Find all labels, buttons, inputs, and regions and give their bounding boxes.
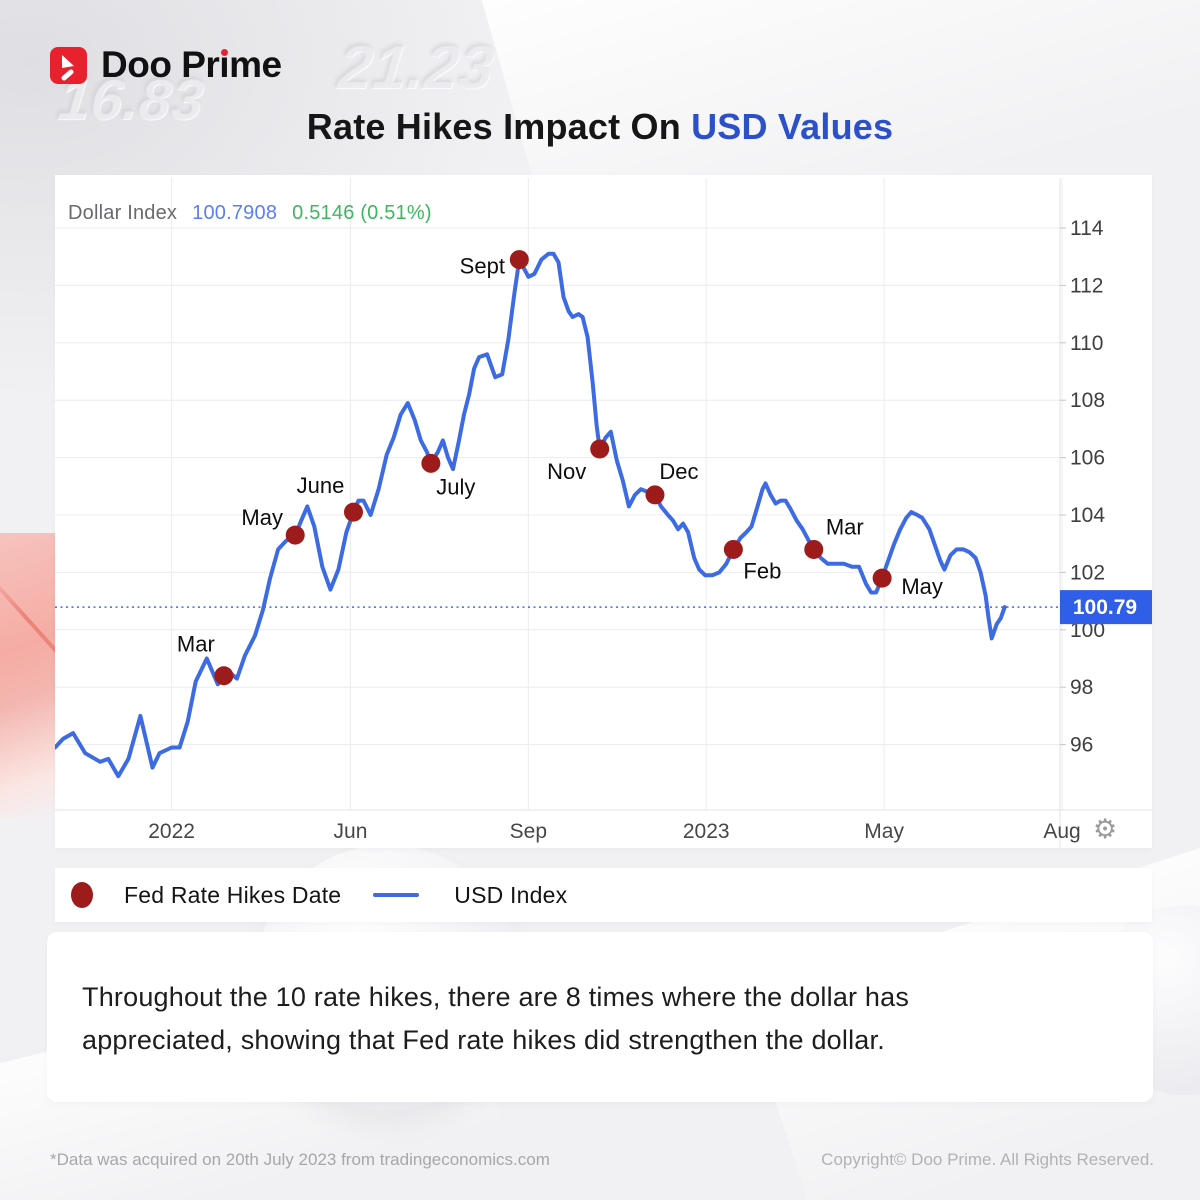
rate-hike-label: Nov: [547, 459, 586, 484]
copyright-note: Copyright© Doo Prime. All Rights Reserve…: [821, 1150, 1154, 1169]
current-price-label: 100.79: [1073, 596, 1137, 619]
rate-hike-markers: Mar May June July Sept Nov Dec Feb Mar May: [177, 250, 943, 686]
rate-hike-label: July: [436, 474, 475, 499]
chart-header: Dollar Index 100.7908 0.5146 (0.51%): [68, 202, 432, 225]
logo-text-pre: Doo Pr: [101, 44, 220, 85]
rate-hike-dot: [872, 568, 892, 588]
y-tick-label: 104: [1070, 504, 1105, 527]
y-tick-label: 112: [1070, 274, 1103, 297]
takeaway-line-2: appreciated, showing that Fed rate hikes…: [82, 1025, 885, 1055]
rate-hike-dot: [214, 666, 234, 686]
x-tick-label: Aug: [1043, 820, 1080, 843]
logo-text-post: me: [229, 44, 282, 85]
rate-hike-label: Dec: [659, 459, 698, 484]
y-tick-label: 110: [1070, 332, 1103, 355]
page-title-prefix: Rate Hikes Impact On: [306, 106, 692, 147]
rate-hike-label: May: [241, 505, 283, 530]
current-price-badge: 100.79: [1060, 590, 1152, 625]
legend-label-rate-hikes: Fed Rate Hikes Date: [124, 881, 342, 908]
y-tick-label: 102: [1070, 561, 1105, 584]
takeaway-line-1: Throughout the 10 rate hikes, there are …: [82, 982, 910, 1012]
y-axis: 114 112 110 108 106 104 102 100 98 96: [1060, 217, 1105, 757]
rate-hike-label: Sept: [460, 254, 505, 279]
logo-text-i: ı: [219, 44, 230, 85]
rate-hike-dot: [421, 453, 441, 473]
x-tick-label: 2023: [683, 820, 730, 843]
rate-hike-dot: [723, 539, 743, 559]
settings-gear-icon[interactable]: ⚙: [1093, 814, 1118, 845]
usd-index-line-swatch-icon: [373, 893, 420, 897]
rate-hike-label: Feb: [743, 558, 781, 583]
legend-label-usd-index: USD Index: [454, 881, 568, 908]
page-title-highlight: USD Values: [691, 106, 894, 147]
fed-rate-dot-swatch-icon: [71, 882, 93, 908]
rate-hike-label: Mar: [177, 632, 215, 657]
rate-hike-label: Mar: [826, 514, 864, 539]
rate-hike-dot: [804, 539, 824, 559]
usd-index-line: [55, 251, 1007, 779]
instrument-price: 100.7908: [192, 202, 278, 224]
doo-prime-logo-text: Doo Prıme: [101, 44, 282, 86]
y-tick-label: 106: [1070, 447, 1105, 470]
y-tick-label: 114: [1070, 217, 1104, 240]
x-tick-label: Sep: [510, 820, 547, 843]
rate-hike-dot: [590, 439, 610, 459]
instrument-change: 0.5146 (0.51%): [292, 202, 432, 224]
rate-hike-dot: [343, 502, 363, 522]
data-source-note: *Data was acquired on 20th July 2023 fro…: [50, 1150, 550, 1169]
page-title: Rate Hikes Impact On USD Values: [0, 106, 1200, 148]
y-tick-label: 100: [1070, 619, 1105, 642]
rate-hike-label: June: [297, 473, 345, 498]
x-tick-label: Jun: [334, 820, 368, 843]
y-tick-label: 98: [1070, 676, 1093, 699]
y-tick-label: 96: [1070, 734, 1093, 757]
x-axis: 2022 Jun Sep 2023 May Aug: [148, 820, 1080, 843]
rate-hike-label: May: [901, 574, 943, 599]
x-tick-label: May: [864, 820, 904, 843]
rate-hike-dot: [285, 525, 305, 545]
instrument-label: Dollar Index: [68, 202, 178, 224]
takeaway-card: Throughout the 10 rate hikes, there are …: [47, 932, 1153, 1102]
x-tick-label: 2022: [148, 820, 195, 843]
chart-legend: Fed Rate Hikes Date USD Index: [55, 868, 1152, 922]
doo-prime-logo-icon: [50, 46, 87, 84]
usd-index-chart-card: Dollar Index 100.7908 0.5146 (0.51%) Mar…: [55, 175, 1152, 848]
axis-frame: [55, 178, 1152, 848]
gridlines: [55, 178, 1063, 810]
y-tick-label: 108: [1070, 389, 1105, 412]
watermark-number-right: 21.23: [334, 33, 497, 102]
decor-pink-blob: [0, 533, 56, 818]
rate-hike-dot: [509, 250, 529, 270]
rate-hike-dot: [645, 485, 665, 505]
doo-prime-logo: Doo Prıme: [50, 44, 282, 86]
